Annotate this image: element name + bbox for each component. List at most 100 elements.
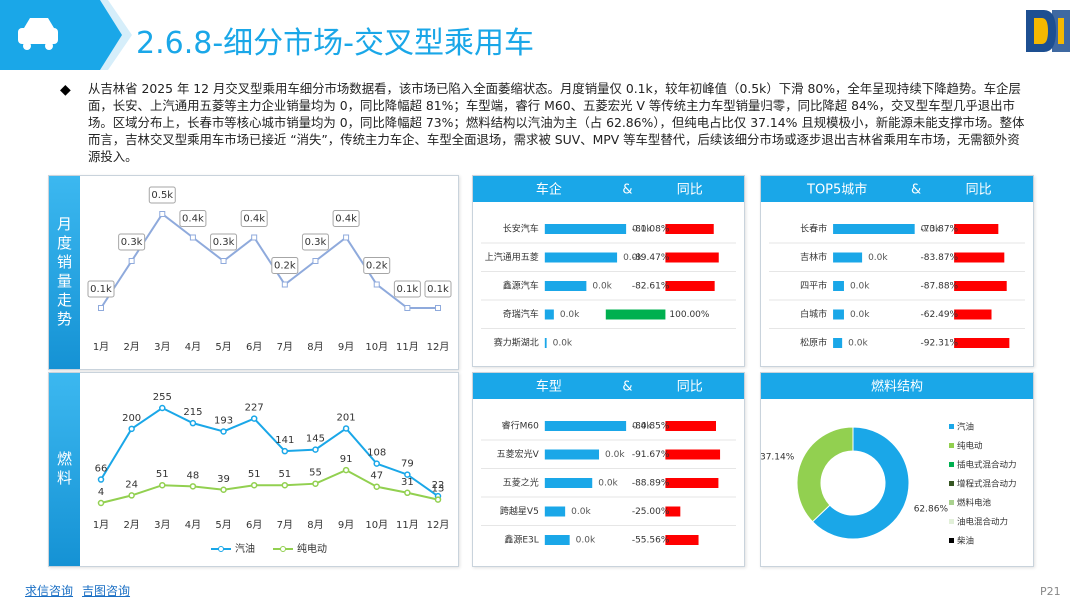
value-label: 0.0k	[632, 422, 652, 432]
category-label: 鑫源汽车	[503, 280, 539, 292]
header-text: 燃料结构	[871, 379, 923, 395]
slice	[811, 426, 910, 540]
point	[404, 471, 411, 478]
point	[281, 281, 288, 288]
growth-label: -62.49%	[921, 310, 959, 320]
growth-bar	[954, 338, 1010, 348]
value-label: 0.0k	[623, 253, 643, 263]
value-label: 0.0k	[921, 225, 941, 235]
label-box	[332, 210, 360, 227]
legend-label: 柴油	[957, 536, 974, 547]
point	[404, 305, 411, 311]
header-text: &	[622, 380, 632, 395]
data-label: 0.1k	[397, 284, 419, 295]
x-tick-label: 4月	[185, 519, 201, 531]
point	[312, 446, 319, 453]
growth-label: -25.00%	[632, 507, 670, 517]
panel-title: 月度销量走势	[49, 176, 80, 369]
x-tick-label: 3月	[154, 341, 170, 353]
label-box	[424, 280, 452, 298]
point	[189, 483, 197, 490]
legend-swatch	[218, 546, 224, 552]
bar	[544, 281, 587, 291]
x-tick-label: 10月	[365, 341, 388, 353]
growth-label: -88.89%	[632, 479, 670, 489]
footer-link[interactable]: 求信咨询	[25, 584, 74, 598]
panel-header	[473, 373, 744, 399]
legend-swatch	[949, 538, 954, 543]
legend-swatch	[949, 481, 954, 486]
legend-label: 燃料电池	[957, 498, 992, 509]
legend-label: 增程式混合动力	[957, 479, 1017, 490]
data-label: 0.2k	[274, 261, 296, 272]
bar	[544, 506, 566, 517]
label-box	[179, 210, 207, 227]
growth-bar	[665, 478, 719, 488]
growth-label: -83.87%	[921, 253, 959, 263]
data-label: 0.3k	[305, 237, 327, 248]
point	[98, 305, 104, 311]
x-tick-label: 2月	[123, 519, 139, 531]
x-tick-label: 1月	[93, 519, 109, 531]
header-text: 同比	[966, 183, 992, 198]
header-text: &	[911, 183, 921, 198]
point	[97, 499, 105, 507]
series-line	[100, 212, 438, 309]
growth-bar	[954, 281, 1007, 291]
legend-swatch	[949, 500, 954, 505]
point	[220, 428, 227, 435]
value-label: 0.0k	[592, 282, 612, 292]
growth-bar	[605, 309, 666, 320]
label-box	[240, 210, 268, 227]
header-text: 车型	[536, 379, 562, 395]
point	[373, 281, 380, 288]
bullet: ◆	[60, 82, 71, 98]
header-text: &	[622, 183, 632, 198]
data-label: 227	[245, 403, 264, 414]
x-tick-label: 12月	[427, 519, 450, 531]
x-tick-label: 6月	[246, 519, 262, 531]
category-label: 松原市	[800, 337, 827, 349]
category-label: 赛力斯湖北	[494, 337, 539, 349]
point	[159, 481, 166, 489]
value-label: 0.0k	[598, 479, 618, 489]
point	[281, 447, 289, 455]
category-label: 五菱之光	[503, 477, 539, 489]
chart: 1月 2月 3月 4月 5月 6月 7月 8月 9月 10月 11月 12月 66 200 255 215 19…	[93, 392, 450, 555]
category-label: 跨越星V5	[500, 505, 539, 517]
value-label: 0.0k	[848, 339, 868, 349]
x-tick-label: 8月	[307, 519, 323, 531]
label-box	[210, 233, 238, 251]
x-tick-label: 12月	[427, 341, 450, 353]
x-tick-label: 11月	[396, 341, 419, 353]
point	[128, 258, 135, 264]
legend-swatch	[949, 443, 954, 448]
data-label: 79	[401, 459, 414, 470]
summary-text: 从吉林省 2025 年 12 月交叉型乘用车细分市场数据看，该市场已陷入全面萎缩…	[88, 81, 1025, 164]
point	[189, 234, 196, 241]
chart: 燃料结构 62.86% 37.14% 汽油纯电动插电式混合动力增程式混合动力燃料电池油…	[760, 373, 1033, 547]
label-box	[87, 280, 115, 298]
footer-link[interactable]: 吉图咨询	[82, 584, 131, 598]
bar	[833, 338, 843, 348]
legend-swatch	[280, 546, 286, 552]
header-shape	[0, 0, 132, 70]
logo	[1026, 10, 1070, 52]
data-label: 48	[187, 470, 200, 481]
data-label: 0.5k	[151, 190, 173, 201]
point	[312, 258, 319, 264]
legend-label: 纯电动	[957, 441, 983, 452]
legend-label: 纯电动	[297, 542, 327, 555]
category-label: 睿行M60	[502, 420, 539, 432]
growth-bar	[665, 421, 716, 431]
label-box	[363, 257, 391, 274]
panel-header	[761, 176, 1033, 202]
series-line	[100, 406, 439, 498]
data-label: 37.14%	[761, 453, 795, 463]
point	[404, 489, 411, 497]
x-tick-label: 6月	[246, 341, 262, 353]
bar	[833, 281, 844, 291]
point	[373, 460, 380, 467]
value-label: 0.0k	[850, 310, 870, 320]
